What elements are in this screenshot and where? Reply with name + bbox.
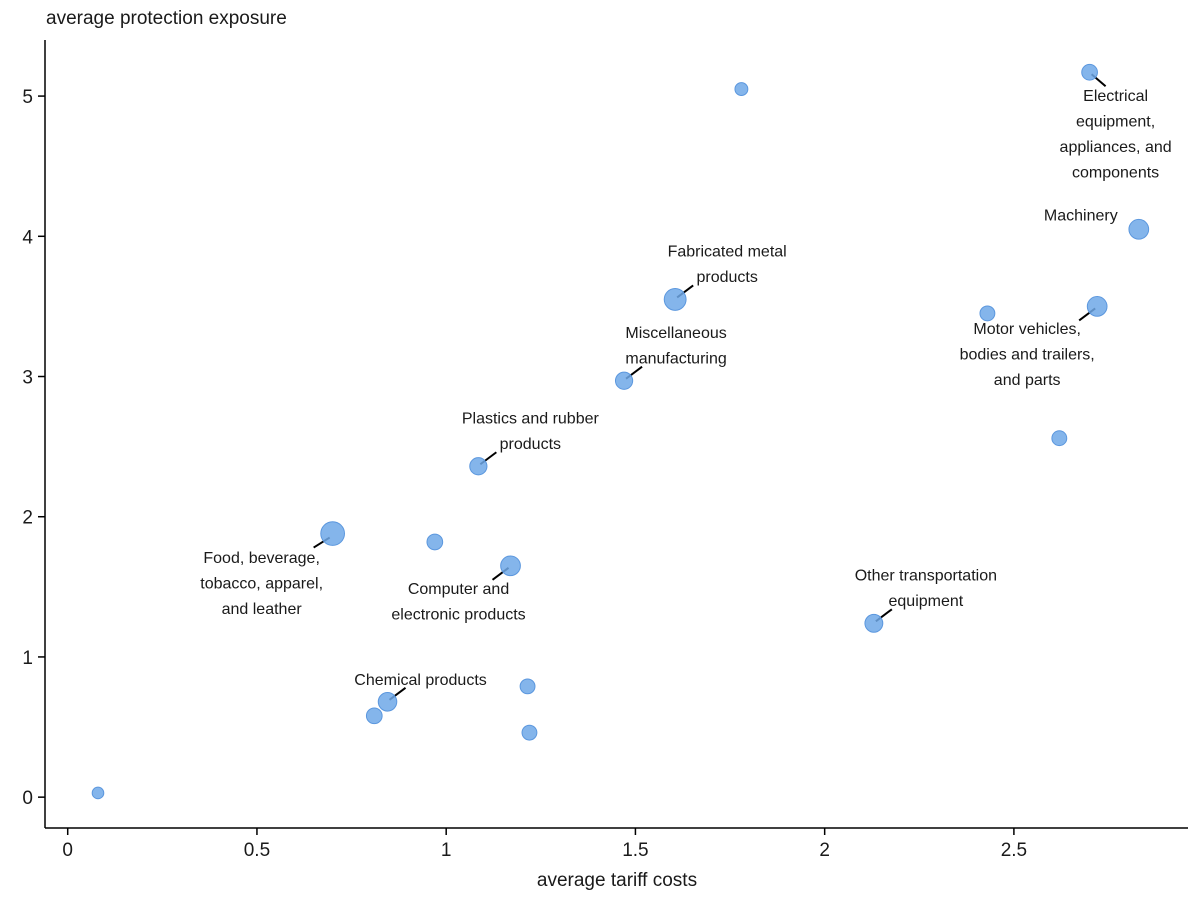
data-point <box>519 678 536 695</box>
point-label-line: equipment, <box>1076 113 1155 130</box>
x-axis-title: average tariff costs <box>537 870 697 891</box>
data-point <box>734 82 749 97</box>
point-label: Food, beverage, tobacco, apparel, and leat… <box>200 550 323 618</box>
y-tick-label: 5 <box>22 87 33 108</box>
data-point <box>320 521 345 546</box>
point-label-line: Computer and <box>408 581 509 598</box>
point-label-line: Fabricated metal <box>668 244 787 261</box>
data-point <box>979 305 996 322</box>
point-label-line: Electrical <box>1083 88 1148 105</box>
point-label-line: Plastics and rubber <box>462 410 600 427</box>
data-point <box>426 533 444 551</box>
point-label-line: and leather <box>222 601 303 618</box>
data-point <box>1128 218 1150 240</box>
x-tick-label: 1.5 <box>622 840 648 861</box>
data-point <box>1086 296 1108 317</box>
y-tick-label: 2 <box>22 508 33 529</box>
point-label: Electrical equipment, appliances, and compo… <box>1060 88 1172 182</box>
point-label-line: and parts <box>994 372 1061 389</box>
point-label-line: manufacturing <box>625 350 726 367</box>
point-label-line: Food, beverage, <box>203 550 320 567</box>
x-tick-label: 2 <box>819 840 830 861</box>
y-tick-label: 1 <box>22 648 33 669</box>
point-label-line: products <box>696 269 757 286</box>
data-point <box>91 786 105 800</box>
data-point <box>521 724 538 741</box>
data-point <box>469 457 488 476</box>
point-labels: Food, beverage, tobacco, apparel, and leat… <box>200 88 1171 689</box>
point-label: Machinery <box>1044 207 1118 224</box>
point-label: Chemical products <box>354 672 487 689</box>
data-point <box>377 692 398 712</box>
point-label: Motor vehicles, bodies and trailers, and p… <box>960 321 1095 389</box>
y-tick-label: 0 <box>22 788 33 809</box>
point-label-line: Other transportation <box>855 568 997 585</box>
data-point <box>614 371 634 390</box>
point-label-line: Chemical products <box>354 672 487 689</box>
x-tick-label: 0.5 <box>244 840 270 861</box>
axes: 0 0.5 1 1.5 2 2.5 0 1 2 3 4 5 <box>22 40 1188 861</box>
point-label: Miscellaneous manufacturing <box>625 325 726 368</box>
data-point <box>1051 430 1068 447</box>
point-label-line: appliances, and <box>1060 139 1172 156</box>
point-label-line: electronic products <box>391 607 525 624</box>
point-label: Fabricated metal products <box>668 244 787 287</box>
y-axis-title: average protection exposure <box>46 8 287 29</box>
point-label: Computer and electronic products <box>391 581 525 624</box>
point-label-line: Motor vehicles, <box>973 321 1081 338</box>
point-label-line: tobacco, apparel, <box>200 576 323 593</box>
data-point <box>365 707 383 725</box>
data-point <box>864 613 884 633</box>
point-label-line: bodies and trailers, <box>960 346 1095 363</box>
point-label-line: components <box>1072 164 1159 181</box>
x-tick-label: 1 <box>441 840 452 861</box>
point-label: Plastics and rubber products <box>462 410 600 453</box>
y-tick-label: 3 <box>22 368 33 389</box>
point-label: Other transportation equipment <box>855 568 997 611</box>
point-label-line: equipment <box>889 593 964 610</box>
data-point <box>500 555 521 577</box>
y-tick-label: 4 <box>22 227 33 248</box>
data-point <box>663 287 687 311</box>
point-label-line: Miscellaneous <box>625 325 726 342</box>
data-points <box>91 63 1150 800</box>
point-label-line: products <box>500 436 561 453</box>
point-label-line: Machinery <box>1044 207 1118 224</box>
data-point <box>1081 63 1098 81</box>
x-tick-label: 2.5 <box>1001 840 1027 861</box>
x-tick-label: 0 <box>62 840 73 861</box>
